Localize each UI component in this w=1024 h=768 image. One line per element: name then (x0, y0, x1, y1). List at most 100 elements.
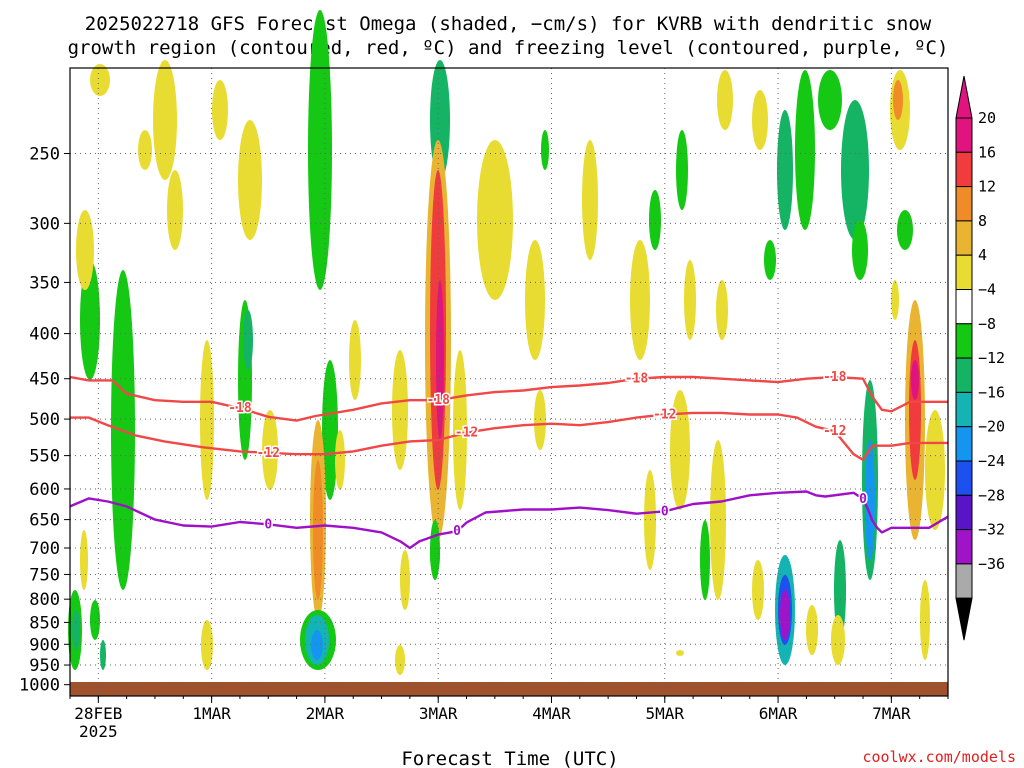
x-tick-label: 4MAR (532, 704, 571, 723)
contour-label: 0 (453, 524, 461, 539)
colorbar-label: −36 (978, 555, 1005, 573)
omega-shade-region (897, 210, 913, 250)
omega-shade-region (308, 10, 332, 290)
y-tick-label: 300 (29, 214, 60, 234)
omega-shade-region (238, 120, 262, 240)
y-tick-label: 700 (29, 539, 60, 559)
omega-shade-region (649, 190, 661, 250)
omega-shade-region (453, 350, 467, 510)
y-tick-label: 850 (29, 613, 60, 633)
x-tick-label: 28FEB (74, 704, 122, 723)
omega-shade-region (335, 430, 345, 490)
credit-link[interactable]: coolwx.com/models (862, 748, 1016, 766)
contour-label: -12 (257, 446, 280, 461)
colorbar-bottom-arrow (955, 597, 973, 641)
x-tick-label: 3MAR (419, 704, 458, 723)
omega-shade-region (100, 640, 106, 670)
omega-shade-region (477, 140, 513, 300)
colorbar-label: −32 (978, 521, 1005, 539)
omega-shade-region (670, 390, 690, 510)
y-tick-label: 450 (29, 370, 60, 390)
omega-shade-region (911, 360, 919, 400)
contour-label: -18 (228, 401, 252, 416)
omega-shade-region (76, 210, 94, 290)
omega-shade-region (395, 645, 405, 675)
omega-shade-region (716, 280, 728, 340)
x-axis-title: Forecast Time (UTC) (401, 748, 618, 768)
colorbar-swatch (955, 254, 973, 290)
colorbar-swatch (955, 494, 973, 531)
contour-label: -12 (823, 424, 846, 439)
contour-label: -18 (426, 393, 450, 408)
colorbar-label: −4 (978, 281, 996, 299)
omega-shade-region (534, 390, 546, 450)
omega-shade-region (717, 70, 733, 130)
omega-shade-region (925, 410, 945, 530)
colorbar-swatch (955, 529, 973, 565)
omega-shade-region (243, 310, 253, 370)
omega-shade-region (764, 240, 776, 280)
omega-shade-region (525, 240, 545, 360)
x-tick-label: 7MAR (872, 704, 911, 723)
omega-shade-region (392, 350, 408, 470)
omega-shade-region (541, 130, 549, 170)
contour-lines: -18 -18 -18 -18 -12 -12 -12 -12 0 0 0 0 (69, 369, 949, 550)
colorbar-label: −28 (978, 486, 1005, 504)
omega-shade-region (349, 320, 361, 400)
colorbar-swatch (955, 460, 973, 496)
colorbar-label: 16 (978, 143, 996, 161)
contour-label: 0 (264, 517, 272, 532)
colorbar-label: 20 (978, 109, 996, 127)
contour-line (69, 490, 949, 550)
omega-shade-region (676, 130, 688, 210)
y-tick-label: 800 (29, 590, 60, 610)
omega-shade-region (920, 580, 930, 660)
colorbar-swatch (955, 391, 973, 428)
omega-shade-region (818, 70, 842, 130)
colorbar-label: 4 (978, 246, 987, 264)
omega-shade-region (322, 360, 338, 500)
colorbar: 20 16 12 8 4 −4 −8 −12 −16 −20 −24 −28 −32 −36 (955, 75, 1005, 641)
colorbar-swatch (955, 563, 973, 599)
x-tick-label: 5MAR (646, 704, 685, 723)
x-tick-label: 2MAR (306, 704, 345, 723)
omega-shade-region (676, 650, 684, 656)
colorbar-label: −16 (978, 383, 1005, 401)
omega-shade-region (834, 540, 846, 640)
colorbar-swatch (955, 357, 973, 393)
omega-shade-region (841, 100, 869, 240)
omega-shade-region (710, 440, 726, 600)
y-tick-label: 500 (29, 410, 60, 430)
colorbar-label: 8 (978, 212, 987, 230)
y-axis: 2503003504004505005506006507007508008509… (19, 144, 70, 696)
x-tick-sublabel: 2025 (79, 722, 118, 741)
y-tick-label: 950 (29, 656, 60, 676)
y-tick-label: 650 (29, 511, 60, 531)
omega-shade-region (891, 280, 899, 320)
colorbar-label: −20 (978, 418, 1005, 436)
contour-label: -18 (823, 370, 847, 385)
contour-line (69, 375, 948, 422)
x-tick-label: 6MAR (759, 704, 798, 723)
omega-shade-region (400, 550, 410, 610)
colorbar-label: 12 (978, 178, 996, 196)
x-tick-label: 1MAR (192, 704, 231, 723)
y-tick-label: 750 (29, 565, 60, 585)
omega-shading (68, 10, 945, 675)
contour-label: 0 (661, 504, 669, 519)
colorbar-swatch (955, 151, 973, 188)
omega-shade-region (630, 240, 650, 360)
colorbar-swatch (955, 289, 973, 325)
colorbar-label: −24 (978, 452, 1005, 470)
omega-shade-region (780, 590, 790, 640)
omega-shade-region (138, 130, 152, 170)
colorbar-swatch (955, 323, 973, 359)
omega-shade-region (90, 600, 100, 640)
colorbar-top-arrow (955, 75, 973, 119)
contour-label: 0 (859, 492, 867, 507)
y-tick-label: 350 (29, 273, 60, 293)
omega-shade-region (72, 610, 80, 650)
y-tick-label: 550 (29, 447, 60, 467)
